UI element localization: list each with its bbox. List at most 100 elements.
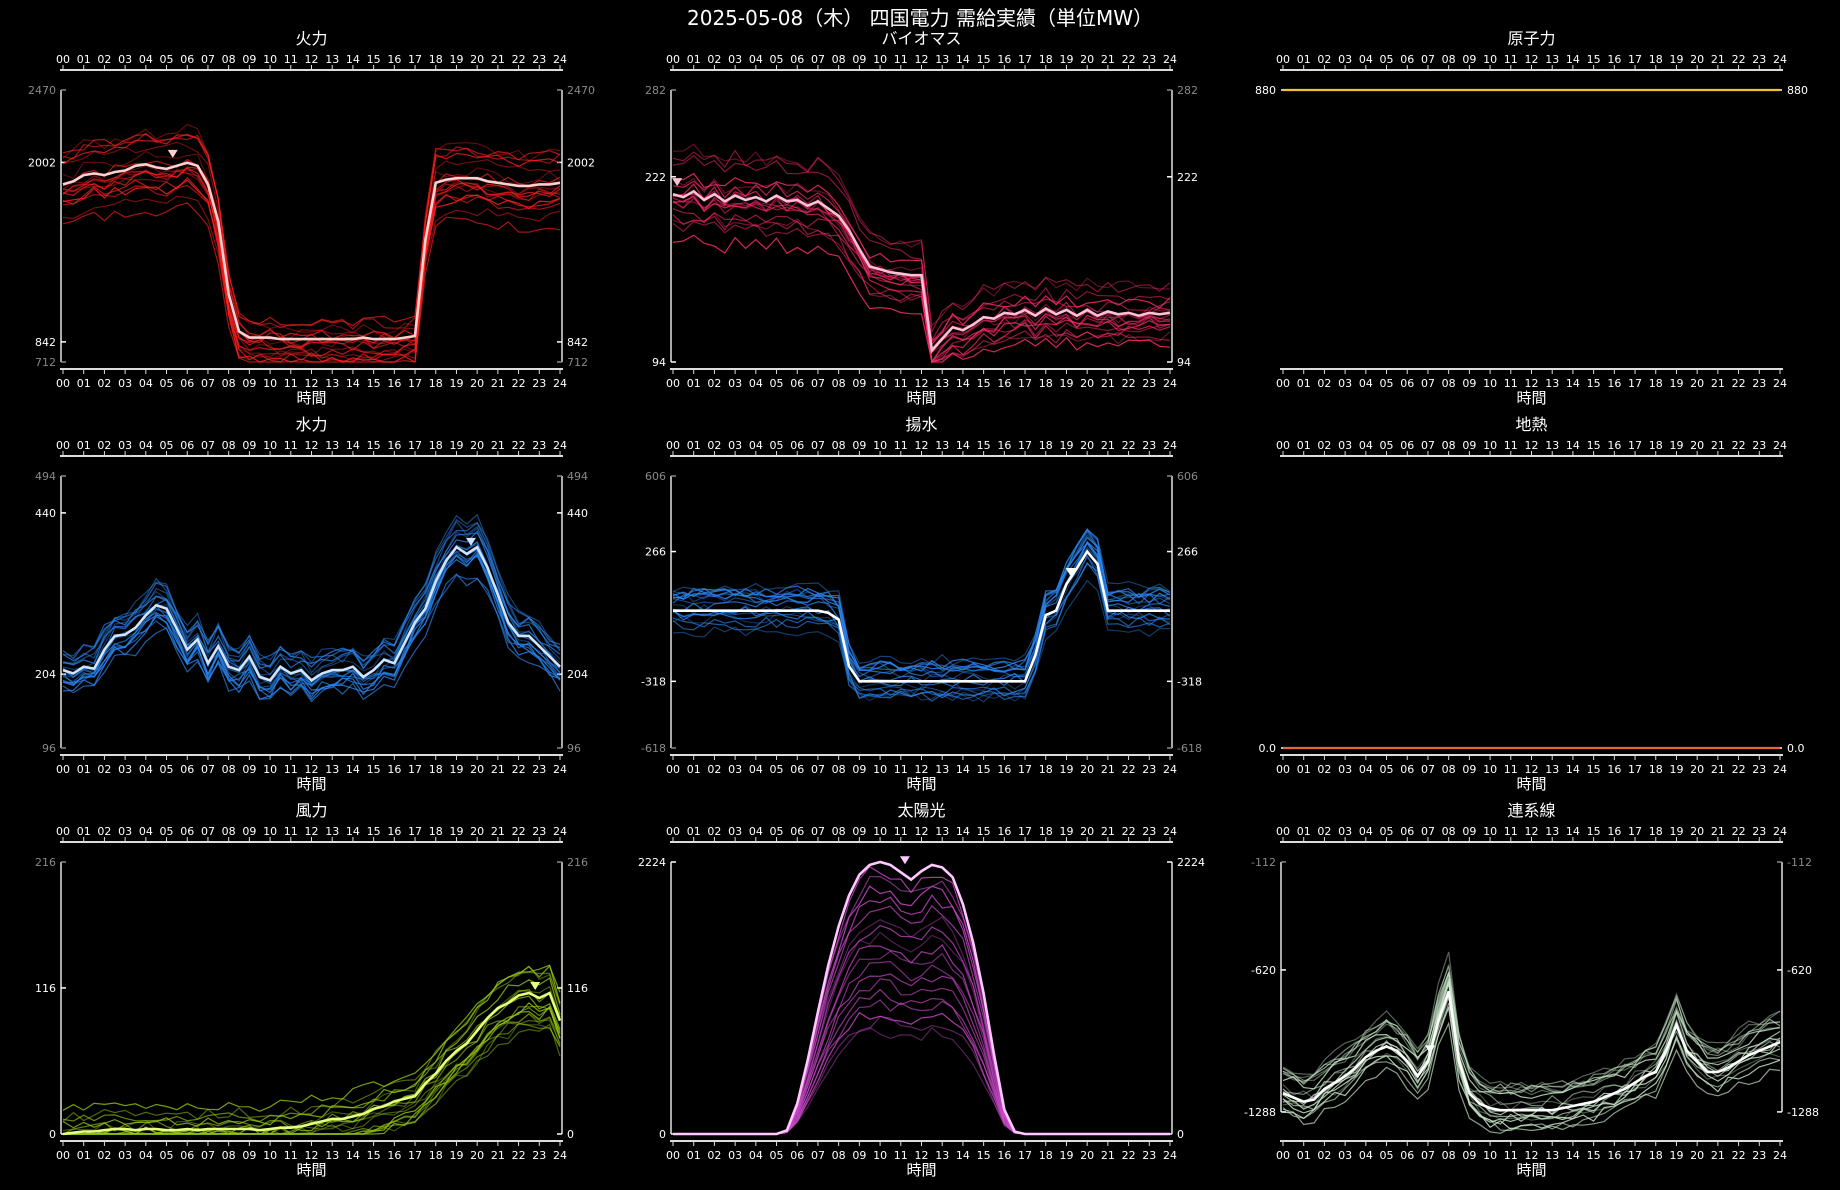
hour-tick-label: 02 xyxy=(97,825,111,838)
hour-tick-label: 05 xyxy=(770,763,784,776)
hour-tick-label: 00 xyxy=(666,377,680,390)
hour-tick-label: 04 xyxy=(139,825,153,838)
hour-tick-label: 09 xyxy=(852,439,866,452)
hour-tick-label: 03 xyxy=(728,377,742,390)
history-trace-line xyxy=(63,1023,561,1135)
hour-tick-label: 16 xyxy=(997,439,1011,452)
history-trace-line xyxy=(673,943,1170,1135)
y-tick-label: 96 xyxy=(42,742,56,755)
hour-tick-label: 15 xyxy=(367,377,381,390)
peak-marker xyxy=(167,149,178,158)
hour-tick-label: 01 xyxy=(1297,825,1311,838)
history-trace-line xyxy=(672,530,1171,674)
y-tick-label: 204 xyxy=(35,668,56,681)
history-trace-line xyxy=(672,212,1171,363)
hour-tick-label: 14 xyxy=(1566,1149,1580,1162)
hour-tick-label: 12 xyxy=(305,439,319,452)
hour-tick-label: 09 xyxy=(1462,53,1476,66)
history-trace-line xyxy=(62,141,561,339)
top-hour-axis: 00 01 02 03 04 05 06 07 08 09 10 11 12 13 14 15 16 17 18 19… xyxy=(56,439,567,457)
y-tick-label: 2470 xyxy=(567,84,595,97)
hour-tick-label: 11 xyxy=(284,763,298,776)
history-trace-line xyxy=(673,1026,1170,1135)
hour-tick-label: 13 xyxy=(325,825,339,838)
hour-tick-label: 16 xyxy=(387,377,401,390)
hour-tick-label: 11 xyxy=(1504,439,1518,452)
hour-tick-label: 23 xyxy=(532,825,546,838)
hour-tick-label: 13 xyxy=(935,763,949,776)
hour-tick-label: 24 xyxy=(1773,1149,1787,1162)
hour-tick-label: 20 xyxy=(1080,763,1094,776)
bottom-hour-axis: 00 01 02 03 04 05 06 07 08 09 10 11 12 13 14 15 16 17 18 19… xyxy=(1276,1140,1787,1179)
hour-tick-label: 14 xyxy=(346,377,360,390)
history-trace-line xyxy=(672,540,1171,699)
hour-tick-label: 21 xyxy=(491,53,505,66)
x-axis-label: 時間 xyxy=(906,775,936,793)
hour-tick-label: 18 xyxy=(1649,763,1663,776)
hour-tick-label: 08 xyxy=(222,377,236,390)
hour-tick-label: 01 xyxy=(687,377,701,390)
hour-tick-label: 16 xyxy=(387,439,401,452)
hour-tick-label: 14 xyxy=(346,439,360,452)
chart-title: 連系線 xyxy=(1507,801,1555,820)
hour-tick-label: 01 xyxy=(1297,439,1311,452)
hour-tick-label: 20 xyxy=(1690,439,1704,452)
hour-tick-label: 09 xyxy=(852,1149,866,1162)
y-tick-label: 712 xyxy=(567,356,588,369)
top-hour-axis: 00 01 02 03 04 05 06 07 08 09 10 11 12 13 14 15 16 17 18 19… xyxy=(1276,439,1787,457)
hour-tick-label: 01 xyxy=(687,1149,701,1162)
hour-tick-label: 06 xyxy=(1400,53,1414,66)
y-tick-label: 494 xyxy=(567,470,588,483)
hour-tick-label: 11 xyxy=(284,1149,298,1162)
hour-tick-label: 10 xyxy=(873,377,887,390)
hour-tick-label: 22 xyxy=(1732,825,1746,838)
history-trace-line xyxy=(62,179,561,363)
history-trace-line xyxy=(62,521,561,662)
hour-tick-label: 15 xyxy=(977,377,991,390)
chart-title: 地熱 xyxy=(1515,415,1547,434)
hour-tick-label: 14 xyxy=(1566,763,1580,776)
history-trace-line xyxy=(63,1016,561,1135)
hour-tick-label: 18 xyxy=(1039,377,1053,390)
hour-tick-label: 23 xyxy=(1752,439,1766,452)
hour-tick-label: 12 xyxy=(915,1149,929,1162)
hour-tick-label: 08 xyxy=(222,825,236,838)
hour-tick-label: 23 xyxy=(532,53,546,66)
hour-tick-label: 13 xyxy=(325,763,339,776)
hour-tick-label: 13 xyxy=(935,53,949,66)
hour-tick-label: 13 xyxy=(325,53,339,66)
hour-tick-label: 09 xyxy=(242,53,256,66)
hour-tick-label: 08 xyxy=(832,439,846,452)
hour-tick-label: 03 xyxy=(118,763,132,776)
hour-tick-label: 17 xyxy=(408,825,422,838)
y-tick-label: 2002 xyxy=(567,156,595,169)
y-tick-label: 842 xyxy=(35,336,56,349)
history-trace-line xyxy=(1282,978,1781,1096)
hour-tick-label: 05 xyxy=(1380,763,1394,776)
history-trace-line xyxy=(62,132,561,331)
hour-tick-label: 23 xyxy=(532,377,546,390)
hour-tick-label: 24 xyxy=(553,53,567,66)
hour-tick-label: 07 xyxy=(201,763,215,776)
hour-tick-label: 00 xyxy=(666,53,680,66)
history-trace-line xyxy=(672,234,1171,363)
hour-tick-label: 02 xyxy=(97,53,111,66)
hour-tick-label: 06 xyxy=(790,763,804,776)
y-tick-label: 606 xyxy=(645,470,666,483)
hour-tick-label: 11 xyxy=(1504,1149,1518,1162)
hour-tick-label: 00 xyxy=(1276,1149,1290,1162)
hour-tick-label: 17 xyxy=(408,53,422,66)
bottom-hour-axis: 00 01 02 03 04 05 06 07 08 09 10 11 12 13 14 15 16 17 18 19… xyxy=(1276,754,1787,793)
history-trace-line xyxy=(62,513,561,674)
hour-tick-label: 16 xyxy=(387,825,401,838)
hour-tick-label: 10 xyxy=(873,763,887,776)
hour-tick-label: 05 xyxy=(1380,1149,1394,1162)
y-tick-label: 880 xyxy=(1787,84,1808,97)
hour-tick-label: 23 xyxy=(532,439,546,452)
hour-tick-label: 04 xyxy=(749,53,763,66)
hour-tick-label: 23 xyxy=(1142,763,1156,776)
y-tick-label: 116 xyxy=(35,982,56,995)
hour-tick-label: 06 xyxy=(180,377,194,390)
hour-tick-label: 16 xyxy=(1607,763,1621,776)
today-series-line xyxy=(62,545,561,682)
